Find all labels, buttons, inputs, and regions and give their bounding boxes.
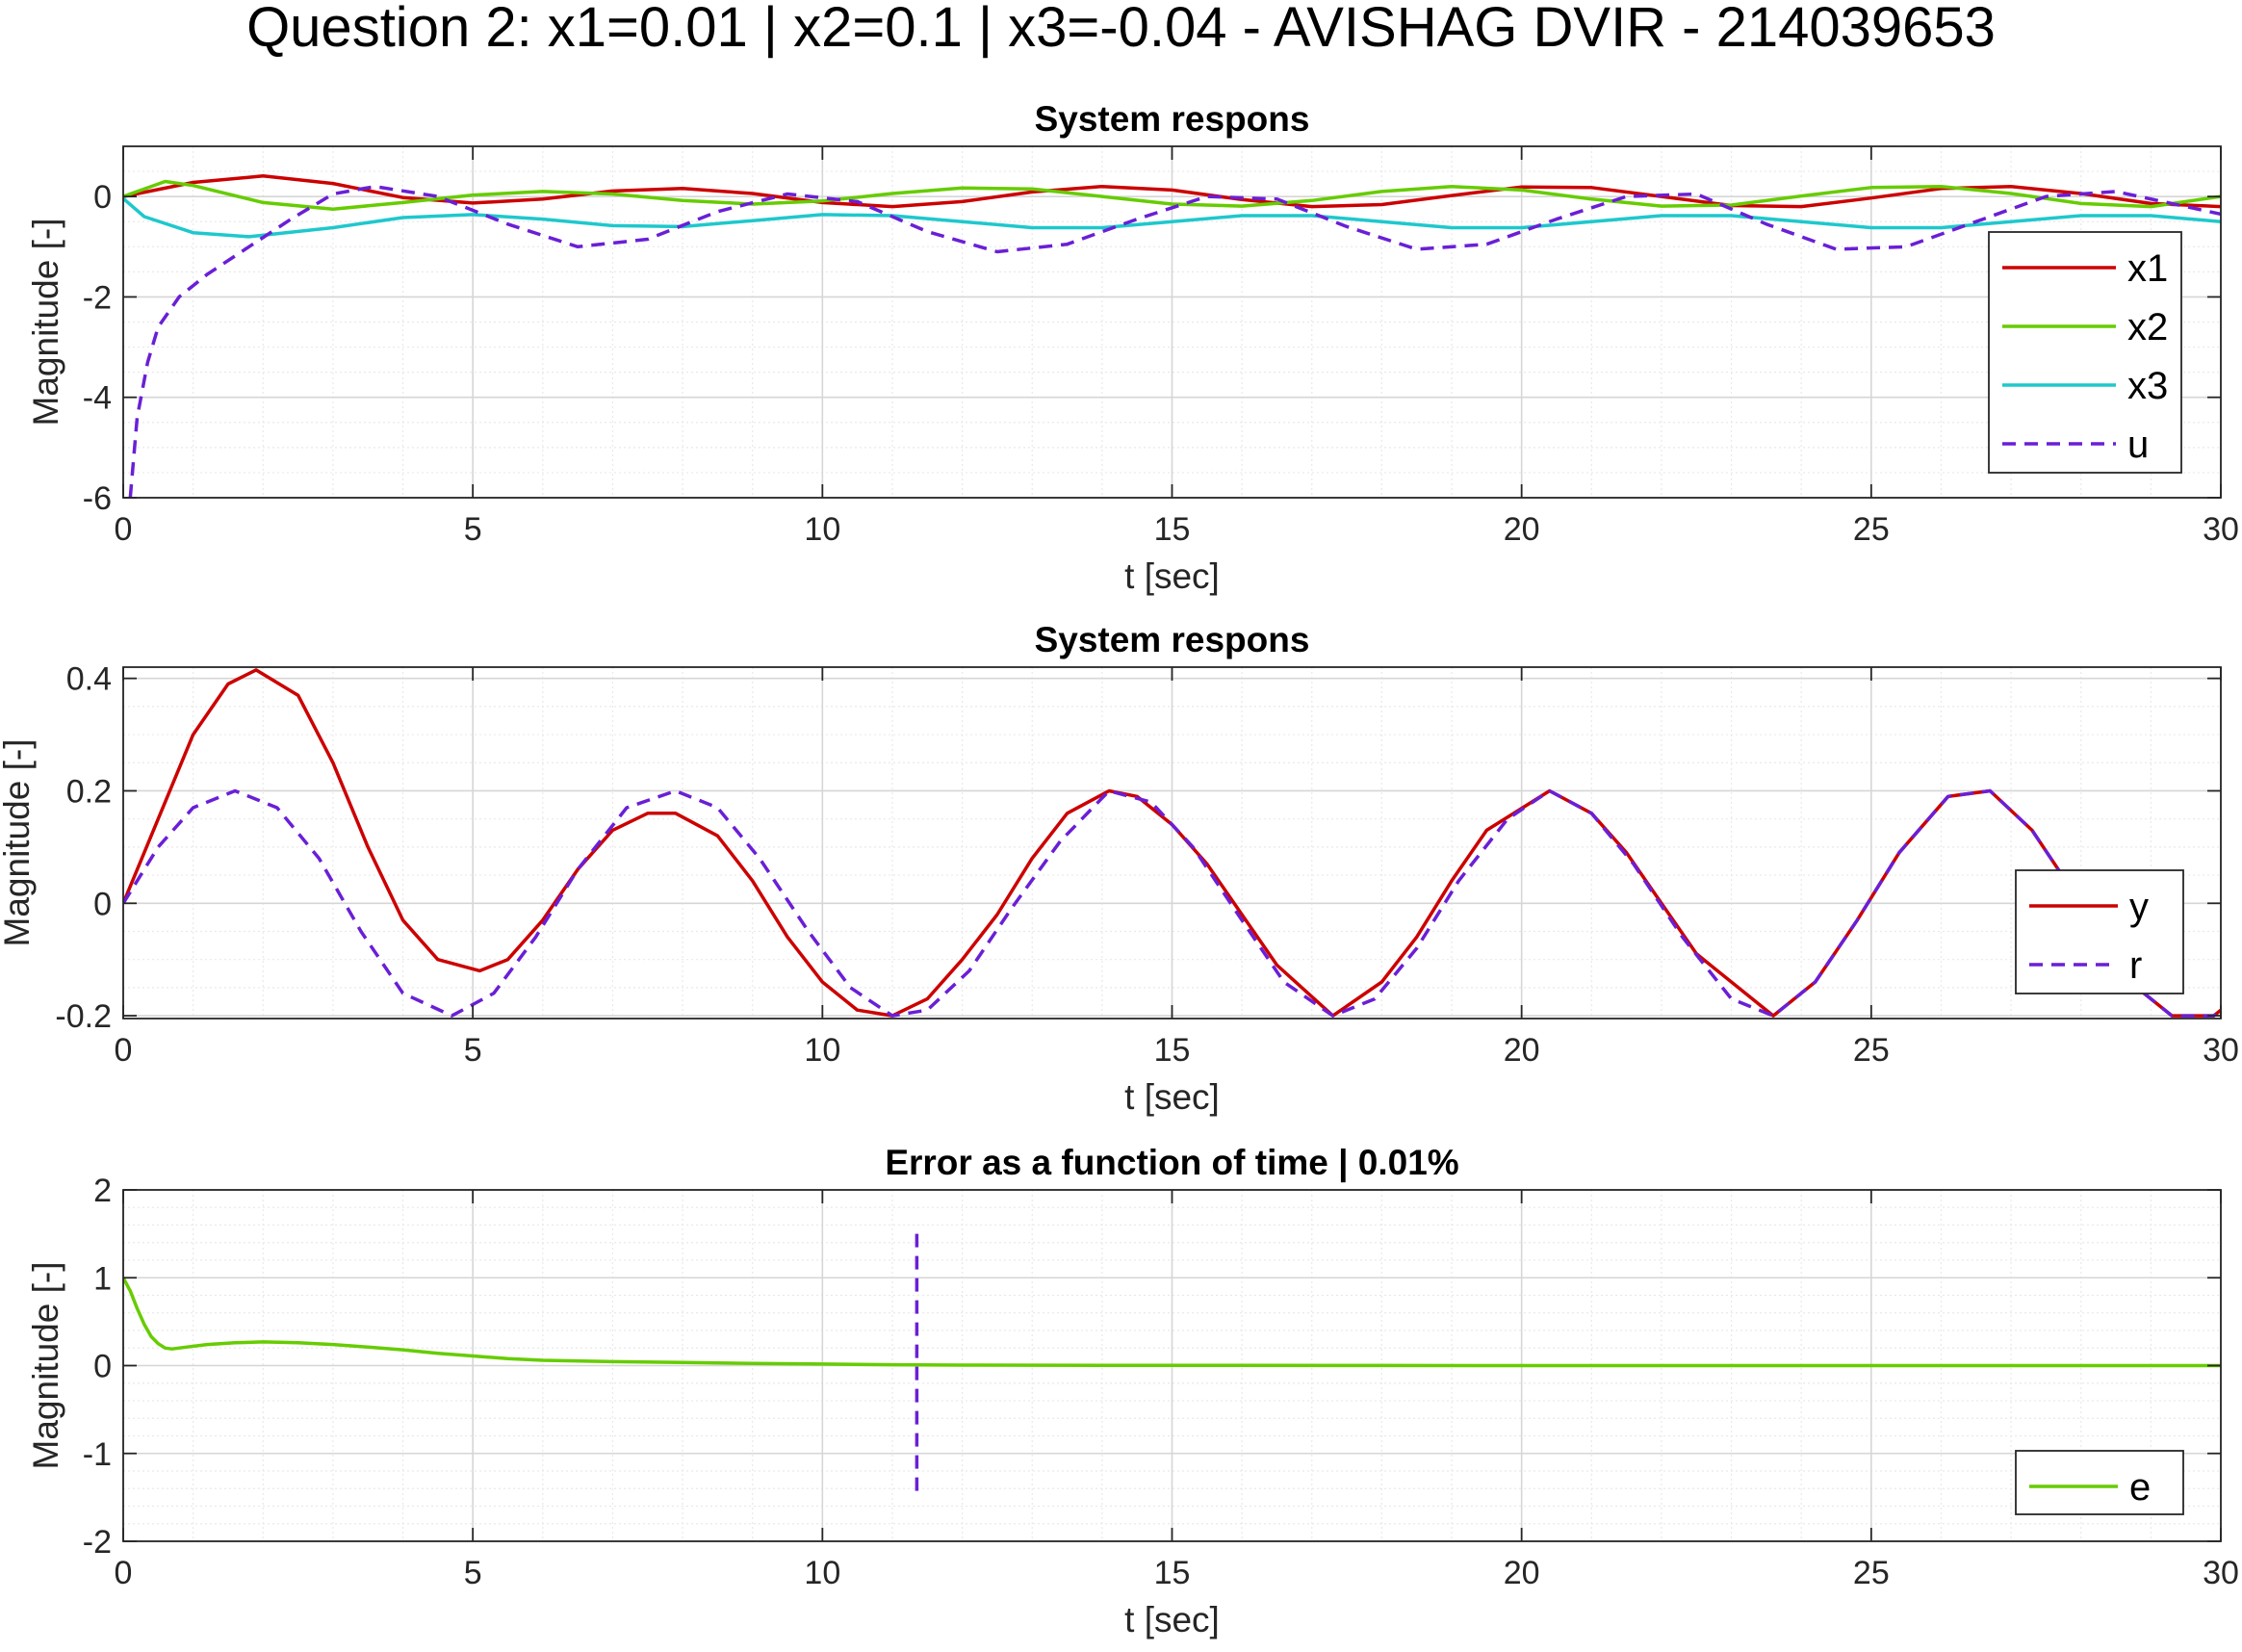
x-tick-label: 5 [464,511,482,548]
y-tick-label: 2 [93,1173,112,1209]
y-axis-label: Magnitude [-] [26,219,65,426]
series-x2-line [123,179,2221,211]
x-tick-label: 10 [804,1555,840,1591]
x-tick-label: 5 [464,1555,482,1591]
x-tick-label: 0 [115,511,133,548]
chart-panel-1: 0 5 10 15 20 25 30 -6 -4 -2 0 System respons t [sec]… [26,99,2239,596]
x-axis-label: t [sec] [1124,1600,1220,1639]
legend-box [2015,869,2184,994]
y-axis-label: Magnitude [-] [26,1262,65,1470]
legend-label-x1: x1 [2127,247,2168,290]
y-tick-label: 0.4 [66,661,112,698]
legend-label-x3: x3 [2127,365,2168,407]
y-tick-label: 0 [93,886,112,922]
x-tick-label: 25 [1853,1555,1890,1591]
y-tick-label: -0.2 [55,998,112,1035]
figure-title: Question 2: x1=0.01 | x2=0.1 | x3=-0.04 … [246,0,1996,59]
x-tick-label: 25 [1853,511,1890,548]
x-tick-label: 30 [2203,511,2239,548]
x-tick-label: 5 [464,1032,482,1069]
legend-label-y: y [2129,886,2149,928]
series-x1-line [123,174,2221,209]
chart-title: Error as a function of time | 0.01% [885,1143,1458,1183]
y-tick-label: 1 [93,1260,112,1297]
x-tick-label: 30 [2203,1032,2239,1069]
x-tick-label: 10 [804,1032,840,1069]
y-tick-label: 0.2 [66,773,112,810]
x-axis-label: t [sec] [1124,1077,1220,1117]
series-u-line [128,184,2221,498]
chart-panel-3: 0 5 10 15 20 25 30 -2 -1 0 1 2 Error as a function o… [26,1143,2239,1639]
y-tick-label: -1 [83,1436,112,1473]
legend-label-u: u [2127,424,2149,466]
legend-label-x2: x2 [2127,306,2168,348]
chart-title: System respons [1035,99,1310,139]
x-tick-label: 10 [804,511,840,548]
legend-box [1988,231,2182,474]
y-tick-label: -2 [83,1524,112,1561]
y-tick-label: -6 [83,480,112,517]
y-tick-label: 0 [93,1349,112,1385]
series-e-line [123,1277,2221,1368]
x-tick-label: 15 [1154,1032,1191,1069]
x-tick-label: 15 [1154,1555,1191,1591]
x-tick-label: 0 [115,1555,133,1591]
legend-label-r: r [2129,944,2142,987]
x-tick-label: 0 [115,1032,133,1069]
x-tick-label: 30 [2203,1555,2239,1591]
x-tick-label: 20 [1504,511,1540,548]
chart-title: System respons [1035,620,1310,659]
series-y-line [123,668,2221,1018]
y-tick-label: -4 [83,380,112,417]
legend-label-e: e [2129,1466,2151,1509]
x-tick-label: 15 [1154,511,1191,548]
x-axis-label: t [sec] [1124,556,1220,596]
series-x3-line [123,196,2221,239]
legend-box [2015,1450,2184,1515]
x-tick-label: 25 [1853,1032,1890,1069]
y-tick-label: -2 [83,279,112,316]
series-r-line [123,788,2221,1018]
y-tick-label: 0 [93,179,112,216]
x-tick-label: 20 [1504,1555,1540,1591]
x-tick-label: 20 [1504,1032,1540,1069]
y-axis-label: Magnitude [-] [0,739,37,947]
